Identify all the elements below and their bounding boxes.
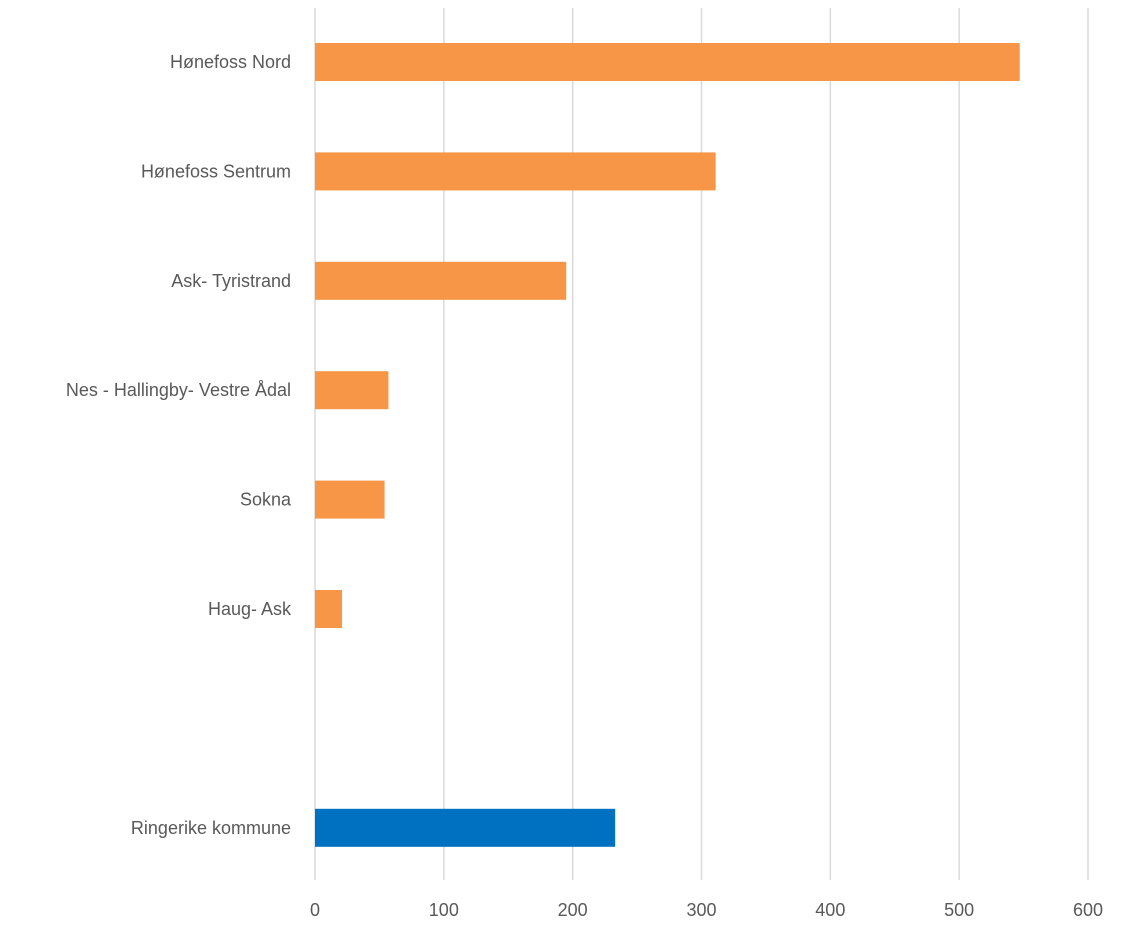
category-label: Nes - Hallingby- Vestre Ådal [66,380,291,400]
x-tick-label: 200 [558,900,588,920]
bar-2 [315,261,567,300]
x-tick-label: 500 [944,900,974,920]
x-tick-label: 400 [815,900,845,920]
bar-1 [315,152,716,191]
category-label: Ringerike kommune [131,818,291,838]
bar-4 [315,480,385,519]
category-labels: Hønefoss Nord Hønefoss Sentrum Ask- Tyrist… [66,52,292,838]
bar-7 [315,808,616,847]
x-tick-labels: 0 100 200 300 400 500 600 [310,900,1103,920]
category-label: Sokna [240,490,292,510]
x-tick-label: 300 [686,900,716,920]
x-tick-label: 100 [429,900,459,920]
bar-5 [315,590,343,628]
category-label: Haug- Ask [208,599,292,619]
category-label: Ask- Tyristrand [171,271,291,291]
category-label: Hønefoss Nord [170,52,291,72]
grid-lines [314,8,1089,880]
x-tick-label: 0 [310,900,320,920]
category-label: Hønefoss Sentrum [141,161,291,181]
bar-3 [315,371,389,410]
x-tick-label: 600 [1073,900,1103,920]
bar-0 [315,43,1020,81]
bars [315,43,1020,847]
